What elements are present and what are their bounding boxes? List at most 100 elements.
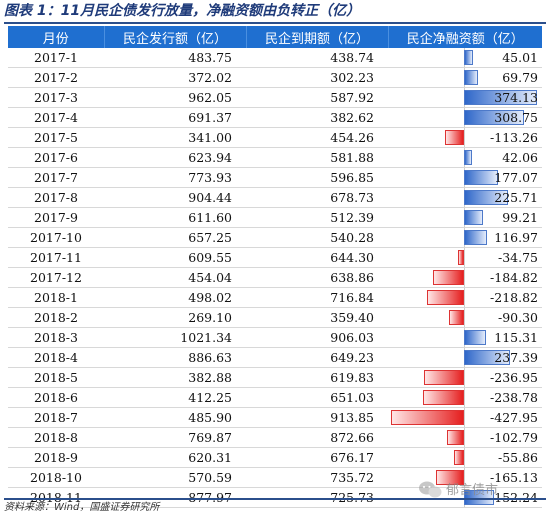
negative-net-bar [435, 470, 464, 485]
positive-net-bar [464, 170, 499, 185]
maturity-amount-cell: 359.40 [246, 307, 388, 328]
issue-amount-cell: 904.44 [104, 187, 246, 208]
table-row: 2017-9 611.60 512.39 99.21 [8, 207, 542, 228]
header-net-financing: 民企净融资额（亿） [388, 26, 542, 48]
month-cell: 2017-1 [8, 48, 104, 68]
net-financing-cell: 237.39 [388, 347, 542, 368]
net-financing-cell: -427.95 [388, 407, 542, 428]
issue-amount-cell: 454.04 [104, 267, 246, 288]
net-financing-cell: -34.75 [388, 247, 542, 268]
maturity-amount-cell: 454.26 [246, 127, 388, 148]
table-row: 2018-7 485.90 913.85 -427.95 [8, 407, 542, 428]
issue-amount-cell: 412.25 [104, 387, 246, 408]
net-financing-value: 42.06 [502, 150, 538, 165]
net-financing-value: 116.97 [494, 230, 538, 245]
month-cell: 2018-1 [8, 287, 104, 308]
month-cell: 2017-11 [8, 247, 104, 268]
positive-net-bar [464, 70, 478, 85]
positive-net-bar [464, 490, 494, 505]
maturity-amount-cell: 302.23 [246, 67, 388, 88]
month-cell: 2018-8 [8, 427, 104, 448]
month-cell: 2018-5 [8, 367, 104, 388]
negative-net-bar [454, 450, 464, 465]
net-financing-value: 99.21 [502, 210, 538, 225]
table-row: 2018-8 769.87 872.66 -102.79 [8, 427, 542, 448]
net-financing-cell: -113.26 [388, 127, 542, 148]
net-financing-cell: -218.82 [388, 287, 542, 308]
issue-amount-cell: 1021.34 [104, 327, 246, 348]
net-financing-cell: 374.13 [388, 87, 542, 108]
zero-axis-line [464, 368, 465, 387]
issue-amount-cell: 269.10 [104, 307, 246, 328]
table-body: 2017-1 483.75 438.74 45.01 2017-2 372.02 302.2… [8, 48, 542, 508]
positive-net-bar [464, 110, 525, 125]
maturity-amount-cell: 872.66 [246, 427, 388, 448]
table-row: 2017-2 372.02 302.23 69.79 [8, 67, 542, 88]
net-financing-cell: -238.78 [388, 387, 542, 408]
table-header-row: 月份 民企发行额（亿） 民企到期额（亿） 民企净融资额（亿） [8, 26, 542, 48]
net-financing-value: 45.01 [502, 50, 538, 65]
negative-net-bar [426, 290, 464, 305]
table-row: 2017-7 773.93 596.85 177.07 [8, 167, 542, 188]
month-cell: 2018-4 [8, 347, 104, 368]
issue-amount-cell: 341.00 [104, 127, 246, 148]
positive-net-bar [464, 150, 473, 165]
net-financing-cell: 99.21 [388, 207, 542, 228]
negative-net-bar [446, 430, 464, 445]
net-financing-cell: 177.07 [388, 167, 542, 188]
maturity-amount-cell: 438.74 [246, 48, 388, 68]
zero-axis-line [464, 248, 465, 267]
negative-net-bar [458, 250, 464, 265]
month-cell: 2017-2 [8, 67, 104, 88]
net-financing-value: -102.79 [490, 430, 538, 445]
issue-amount-cell: 609.55 [104, 247, 246, 268]
issue-amount-cell: 877.97 [104, 487, 246, 508]
bond-financing-table: 月份 民企发行额（亿） 民企到期额（亿） 民企净融资额（亿） 2017-1 483… [8, 26, 542, 508]
table-row: 2018-5 382.88 619.83 -236.95 [8, 367, 542, 388]
net-financing-cell: 225.71 [388, 187, 542, 208]
negative-net-bar [391, 410, 464, 425]
net-financing-cell: 42.06 [388, 147, 542, 168]
maturity-amount-cell: 735.72 [246, 467, 388, 488]
net-financing-value: -90.30 [497, 310, 538, 325]
net-financing-value: 177.07 [494, 170, 538, 185]
issue-amount-cell: 962.05 [104, 87, 246, 108]
month-cell: 2018-11 [8, 487, 104, 508]
positive-net-bar [464, 330, 487, 345]
maturity-amount-cell: 382.62 [246, 107, 388, 128]
month-cell: 2017-5 [8, 127, 104, 148]
net-financing-value: -55.86 [497, 450, 538, 465]
net-financing-cell: 308.75 [388, 107, 542, 128]
net-financing-value: -236.95 [490, 370, 538, 385]
positive-net-bar [464, 90, 537, 105]
issue-amount-cell: 620.31 [104, 447, 246, 468]
net-financing-cell: 45.01 [388, 48, 542, 68]
zero-axis-line [464, 128, 465, 147]
maturity-amount-cell: 540.28 [246, 227, 388, 248]
issue-amount-cell: 886.63 [104, 347, 246, 368]
net-financing-cell: 69.79 [388, 67, 542, 88]
month-cell: 2018-6 [8, 387, 104, 408]
net-financing-cell: -184.82 [388, 267, 542, 288]
maturity-amount-cell: 644.30 [246, 247, 388, 268]
negative-net-bar [423, 370, 464, 385]
positive-net-bar [464, 190, 508, 205]
header-issue-amount: 民企发行额（亿） [104, 26, 247, 48]
table-row: 2018-2 269.10 359.40 -90.30 [8, 307, 542, 328]
month-cell: 2017-4 [8, 107, 104, 128]
maturity-amount-cell: 651.03 [246, 387, 388, 408]
net-financing-value: 374.13 [494, 90, 538, 105]
net-financing-value: 115.31 [494, 330, 538, 345]
positive-net-bar [464, 350, 511, 365]
header-maturity-amount: 民企到期额（亿） [246, 26, 389, 48]
issue-amount-cell: 485.90 [104, 407, 246, 428]
month-cell: 2018-10 [8, 467, 104, 488]
month-cell: 2017-12 [8, 267, 104, 288]
negative-net-bar [423, 390, 464, 405]
header-month: 月份 [8, 26, 105, 48]
table-row: 2017-4 691.37 382.62 308.75 [8, 107, 542, 128]
table-row: 2017-3 962.05 587.92 374.13 [8, 87, 542, 108]
net-financing-cell: -102.79 [388, 427, 542, 448]
net-financing-value: -184.82 [490, 270, 538, 285]
issue-amount-cell: 691.37 [104, 107, 246, 128]
